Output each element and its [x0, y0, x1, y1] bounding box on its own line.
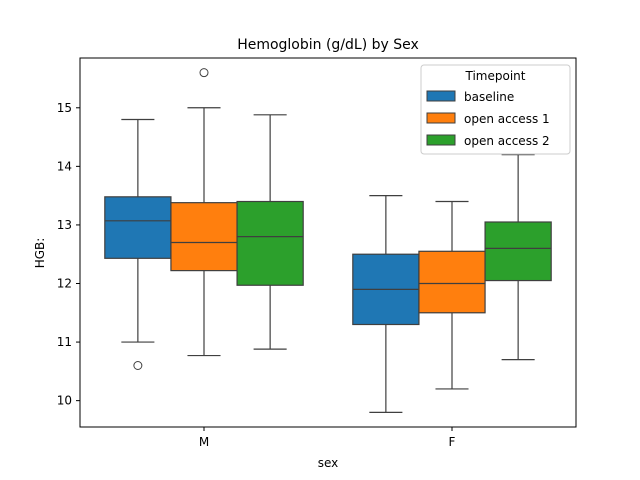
- box-baseline-M: [104, 118, 172, 370]
- legend-entry: open access 1: [464, 112, 550, 126]
- legend-swatch: [426, 134, 456, 146]
- legend-entry: baseline: [464, 90, 514, 104]
- box-open-access-2-F: [484, 154, 552, 361]
- outlier-point: [199, 68, 209, 78]
- y-axis: 10 11 12 13 14 15: [57, 101, 80, 408]
- legend-frame: [420, 64, 571, 155]
- outlier-point: [133, 361, 143, 370]
- y-tick-label: 10: [57, 394, 72, 408]
- plot-frame: [79, 57, 577, 428]
- y-tick-label: 14: [57, 159, 72, 173]
- box-open-access-1-F: [418, 200, 486, 390]
- box-open-access-1-M: [170, 68, 238, 357]
- x-tick-label: F: [449, 435, 456, 449]
- plot-area: [79, 57, 577, 428]
- legend-swatch: [426, 90, 456, 102]
- box-open-access-2-M: [236, 114, 304, 350]
- iqr-box: [418, 250, 486, 314]
- iqr-box: [236, 200, 304, 286]
- y-tick-label: 12: [57, 277, 72, 291]
- y-tick-label: 11: [57, 335, 72, 349]
- iqr-box: [484, 221, 552, 282]
- y-tick-label: 15: [57, 101, 72, 115]
- y-tick-label: 13: [57, 218, 72, 232]
- box-baseline-F: [352, 195, 420, 413]
- iqr-box: [104, 196, 172, 259]
- legend-swatch: [426, 112, 456, 124]
- legend-title: Timepoint: [465, 69, 526, 83]
- chart-title: Hemoglobin (g/dL) by Sex: [237, 37, 419, 53]
- y-axis-label: HGB:: [33, 238, 47, 269]
- legend-entry: open access 2: [464, 134, 550, 148]
- legend: Timepoint baseline open access 1 open acces…: [420, 64, 571, 155]
- iqr-box: [170, 202, 238, 272]
- x-axis-label: sex: [318, 456, 339, 470]
- x-tick-label: M: [199, 435, 209, 449]
